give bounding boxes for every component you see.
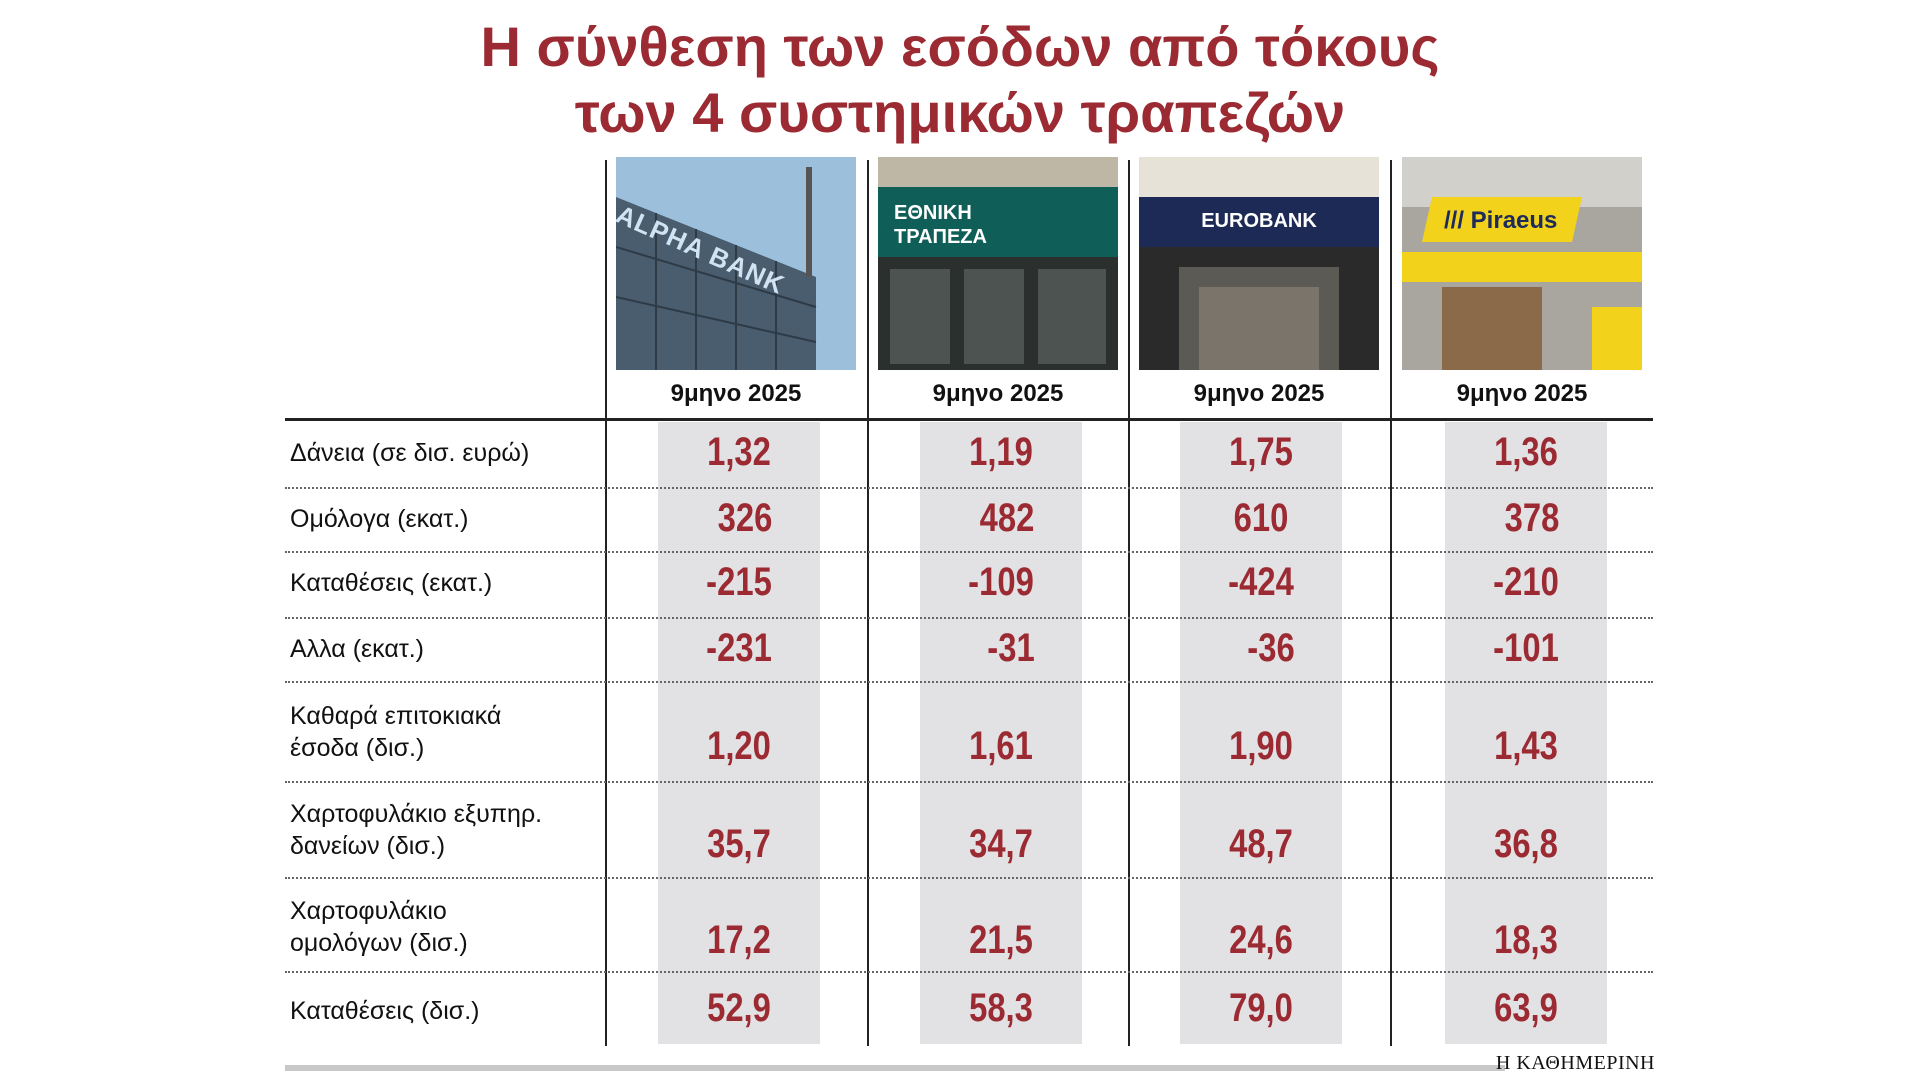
value-cell: 48,7	[1229, 822, 1293, 866]
row-divider	[285, 781, 1653, 783]
value-cell: 21,5	[969, 918, 1033, 962]
value-cell: 1,90	[1229, 724, 1293, 768]
value-column-shade	[1445, 422, 1607, 1044]
row-divider	[285, 551, 1653, 553]
alpha-bank-building-photo: ALPHA BANK	[616, 157, 856, 370]
value-cell: 24,6	[1229, 918, 1293, 962]
row-label-net-interest-income: Καθαρά επιτοκιακά έσοδα (δισ.)	[290, 702, 502, 762]
value-cell: -424	[1228, 560, 1294, 604]
column-divider	[1128, 160, 1130, 1046]
row-label-other: Αλλα (εκατ.)	[290, 635, 424, 663]
row-divider	[285, 971, 1653, 973]
column-header-national: 9μηνο 2025	[932, 380, 1064, 407]
value-cell: 1,20	[707, 724, 771, 768]
row-label-performing-loans: Χαρτοφυλάκιο εξυπηρ. δανείων (δισ.)	[290, 800, 543, 860]
value-cell: 34,7	[969, 822, 1033, 866]
value-cell: -36	[1247, 626, 1295, 670]
value-column-shade	[920, 422, 1082, 1044]
value-cell: 1,75	[1229, 430, 1293, 474]
value-cell: -31	[987, 626, 1035, 670]
bank-logo-text-3: EUROBANK	[1201, 210, 1317, 232]
bank-logo-text-4: /// Piraeus	[1444, 207, 1558, 234]
column-divider	[1390, 160, 1392, 1046]
title-line-2: των 4 συστημικών τραπεζών	[574, 81, 1346, 144]
value-cell: -231	[706, 626, 772, 670]
row-divider	[285, 877, 1653, 879]
value-column-shade	[1180, 422, 1342, 1044]
value-cell: 63,9	[1494, 986, 1558, 1030]
source-credit: Η ΚΑΘΗΜΕΡΙΝΗ	[1495, 1052, 1655, 1074]
value-cell: -215	[706, 560, 772, 604]
eurobank-building-photo: EUROBANK	[1139, 157, 1379, 370]
piraeus-bank-building-photo: /// Piraeus	[1402, 157, 1642, 370]
value-cell: -101	[1493, 626, 1559, 670]
value-cell: 52,9	[707, 986, 771, 1030]
value-cell: 35,7	[707, 822, 771, 866]
value-cell: 1,43	[1494, 724, 1558, 768]
row-divider	[285, 617, 1653, 619]
value-column-shade	[658, 422, 820, 1044]
value-cell: 79,0	[1229, 986, 1293, 1030]
value-cell: 58,3	[969, 986, 1033, 1030]
value-cell: 36,8	[1494, 822, 1558, 866]
value-cell: 1,36	[1494, 430, 1558, 474]
national-bank-building-photo: ΕΘΝΙΚΗ ΤΡΑΠΕΖΑ	[878, 157, 1118, 370]
row-label-bond-portfolio: Χαρτοφυλάκιο ομολόγων (δισ.)	[290, 897, 468, 957]
column-divider	[867, 160, 869, 1046]
value-cell: 610	[1233, 496, 1289, 540]
column-header-eurobank: 9μηνο 2025	[1193, 380, 1325, 407]
value-cell: 378	[1504, 496, 1560, 540]
value-cell: 17,2	[707, 918, 771, 962]
value-cell: 1,19	[969, 430, 1033, 474]
row-label-deposits-mn: Καταθέσεις (εκατ.)	[290, 569, 493, 597]
footer-bar	[285, 1065, 1505, 1071]
value-cell: -109	[968, 560, 1034, 604]
bank-logo-text-2: ΕΘΝΙΚΗ ΤΡΑΠΕΖΑ	[894, 202, 987, 248]
value-cell: 482	[979, 496, 1035, 540]
row-label-deposits-bn: Καταθέσεις (δισ.)	[290, 997, 480, 1025]
row-divider	[285, 681, 1653, 683]
row-divider	[285, 487, 1653, 489]
title-line-1: Η σύνθεση των εσόδων από τόκους	[480, 15, 1440, 78]
value-cell: 1,32	[707, 430, 771, 474]
column-divider	[605, 160, 607, 1046]
row-label-bonds: Ομόλογα (εκατ.)	[290, 505, 469, 533]
header-rule	[285, 418, 1653, 421]
value-cell: 326	[717, 496, 773, 540]
value-cell: 1,61	[969, 724, 1033, 768]
chart-title: Η σύνθεση των εσόδων από τόκους των 4 συ…	[0, 14, 1920, 146]
value-cell: -210	[1493, 560, 1559, 604]
column-header-piraeus: 9μηνο 2025	[1456, 380, 1588, 407]
value-cell: 18,3	[1494, 918, 1558, 962]
column-header-alpha: 9μηνο 2025	[670, 380, 802, 407]
row-label-loans: Δάνεια (σε δισ. ευρώ)	[290, 439, 530, 467]
